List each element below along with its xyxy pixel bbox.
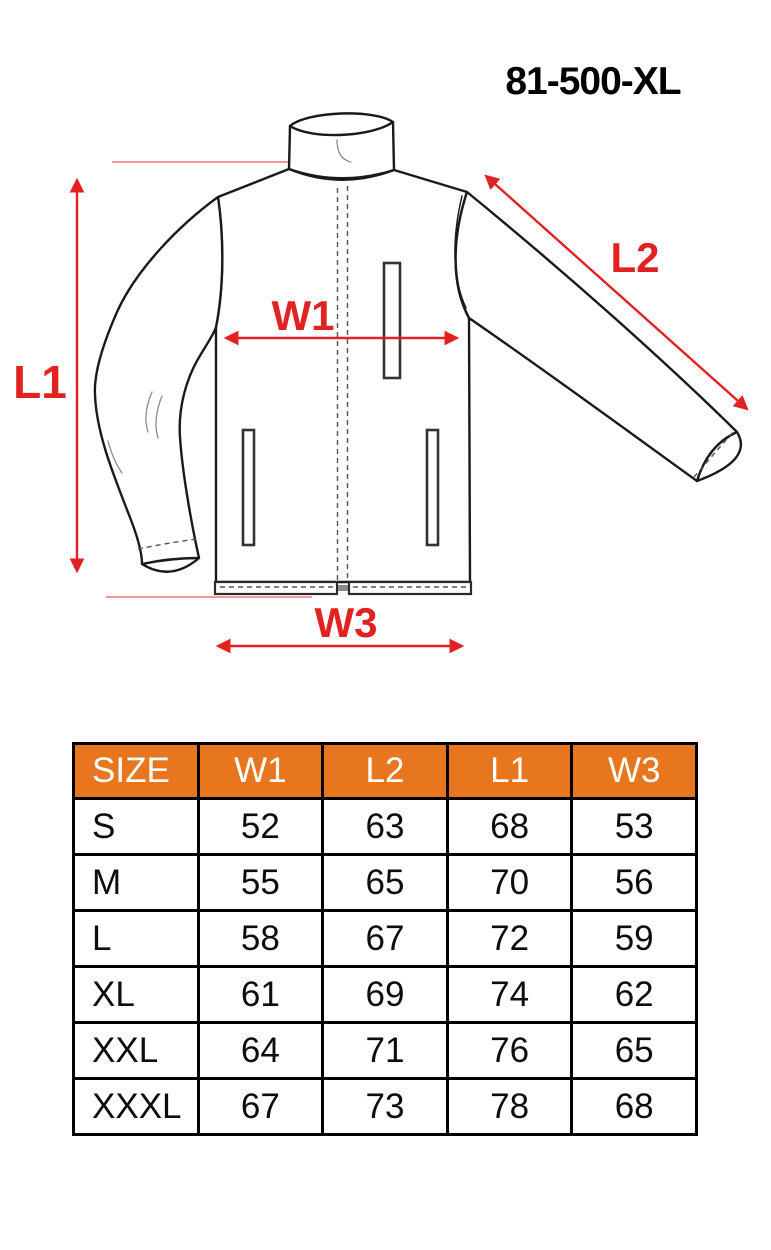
cell-l1: 78 — [445, 1077, 574, 1136]
zipper-bottom-stop — [338, 585, 348, 591]
table-row-xxl: XXL 64 71 76 65 — [72, 1021, 698, 1080]
l2-dimension-label: L2 — [610, 234, 659, 281]
header-cell-size: SIZE — [72, 742, 200, 800]
cell-l1: 76 — [445, 1021, 574, 1080]
cell-size: L — [72, 909, 200, 968]
right-sleeve — [454, 190, 743, 483]
w1-dimension-label: W1 — [272, 292, 335, 339]
left-sleeve-fold-detail — [107, 440, 123, 474]
table-row-xxxl: XXXL 67 73 78 68 — [72, 1077, 698, 1136]
cell-l1: 68 — [445, 797, 574, 856]
cell-w1: 67 — [196, 1077, 325, 1136]
header-cell-w1: W1 — [196, 742, 325, 800]
cell-l1: 70 — [445, 853, 574, 912]
right-armhole-seam — [454, 195, 467, 309]
w3-dimension-label: W3 — [315, 599, 378, 646]
header-cell-l2: L2 — [321, 742, 449, 800]
cell-w3: 56 — [570, 853, 698, 912]
cell-w1: 52 — [196, 797, 325, 856]
cell-l2: 69 — [321, 965, 449, 1024]
cell-size: M — [72, 853, 200, 912]
cell-l2: 65 — [321, 853, 449, 912]
cell-size: XXXL — [72, 1077, 200, 1136]
header-cell-w3: W3 — [570, 742, 698, 800]
left-cuff-opening — [140, 556, 201, 566]
left-sleeve — [93, 195, 224, 573]
cell-w3: 59 — [570, 909, 698, 968]
collar — [287, 112, 396, 180]
size-table: SIZE W1 L2 L1 W3 S 52 63 68 53 M 55 65 7… — [72, 742, 698, 1136]
cell-l2: 67 — [321, 909, 449, 968]
table-row-l: L 58 67 72 59 — [72, 909, 698, 968]
l2-dimension-arrow — [484, 174, 749, 411]
left-elbow-detail — [145, 391, 163, 439]
cell-size: XL — [72, 965, 200, 1024]
cell-w1: 64 — [196, 1021, 325, 1080]
cell-w1: 58 — [196, 909, 325, 968]
table-row-xl: XL 61 69 74 62 — [72, 965, 698, 1024]
left-pocket-slit — [241, 428, 256, 547]
size-table-header-row: SIZE W1 L2 L1 W3 — [72, 742, 698, 800]
cell-w1: 55 — [196, 853, 325, 912]
table-row-m: M 55 65 70 56 — [72, 853, 698, 912]
header-cell-l1: L1 — [445, 742, 574, 800]
left-cuff-stitch — [137, 538, 199, 550]
cell-w3: 65 — [570, 1021, 698, 1080]
cell-w3: 53 — [570, 797, 698, 856]
cell-l1: 74 — [445, 965, 574, 1024]
jacket-size-diagram: L1 W1 L2 W3 — [13, 112, 749, 654]
cell-l2: 71 — [321, 1021, 449, 1080]
cell-l2: 63 — [321, 797, 449, 856]
hem-band-right — [347, 580, 473, 596]
cell-w1: 61 — [196, 965, 325, 1024]
collar-zip-flap — [336, 139, 352, 163]
collar-front-rim — [288, 120, 395, 137]
cell-size: S — [72, 797, 200, 856]
l1-dimension-label: L1 — [13, 356, 67, 408]
right-cuff-stitch — [693, 430, 735, 478]
right-pocket-slit — [425, 428, 440, 547]
cell-w3: 68 — [570, 1077, 698, 1136]
chest-pocket-slit — [382, 261, 402, 380]
right-cuff-opening — [695, 430, 739, 483]
table-row-s: S 52 63 68 53 — [72, 797, 698, 856]
cell-l1: 72 — [445, 909, 574, 968]
cell-l2: 73 — [321, 1077, 449, 1136]
product-code-title: 81-500-XL — [505, 60, 681, 103]
cell-w3: 62 — [570, 965, 698, 1024]
hem-band-left — [213, 580, 339, 596]
cell-size: XXL — [72, 1021, 200, 1080]
